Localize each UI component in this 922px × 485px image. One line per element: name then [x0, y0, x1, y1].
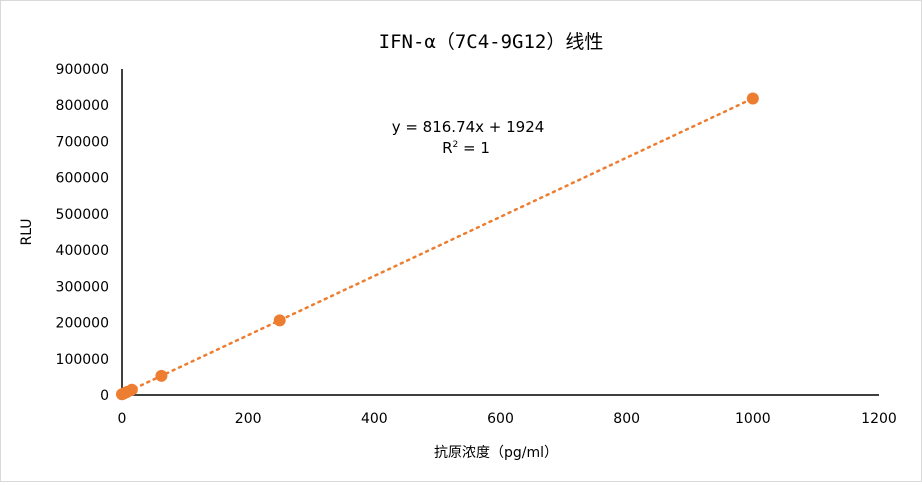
- x-tick-label: 400: [361, 411, 388, 427]
- x-tick-label: 800: [613, 411, 640, 427]
- r-squared-value: = 1: [458, 139, 490, 157]
- chart-title: IFN-α（7C4-9G12）线性: [379, 31, 604, 53]
- x-tick-label: 1000: [735, 411, 771, 427]
- r-squared-label: R2 = 1: [442, 139, 490, 157]
- x-tick-label: 600: [487, 411, 514, 427]
- y-tick-label: 600000: [56, 171, 109, 187]
- y-tick-label: 300000: [56, 279, 109, 295]
- x-tick-label: 0: [118, 411, 127, 427]
- trendline-equation: y = 816.74x + 1924: [392, 118, 545, 136]
- y-tick-label: 700000: [56, 134, 109, 150]
- data-point: [746, 92, 759, 105]
- data-point: [125, 383, 138, 396]
- x-tick-label: 1200: [861, 411, 897, 427]
- r-squared-r: R: [442, 139, 452, 157]
- y-tick-label: 500000: [56, 207, 109, 223]
- y-tick-label: 900000: [56, 62, 109, 78]
- trendline: [120, 97, 755, 396]
- y-tick-label: 100000: [56, 352, 109, 368]
- r-squared-sup: 2: [453, 140, 459, 150]
- data-point: [155, 369, 168, 382]
- x-tick-label: 200: [235, 411, 262, 427]
- y-tick-label: 0: [100, 388, 109, 404]
- x-axis-label: 抗原浓度（pg/ml）: [434, 445, 558, 461]
- y-tick-label: 200000: [56, 316, 109, 332]
- y-tick-label: 400000: [56, 243, 109, 259]
- y-tick-label: 800000: [56, 98, 109, 114]
- data-point: [273, 314, 286, 327]
- y-axis-label: RLU: [19, 218, 35, 245]
